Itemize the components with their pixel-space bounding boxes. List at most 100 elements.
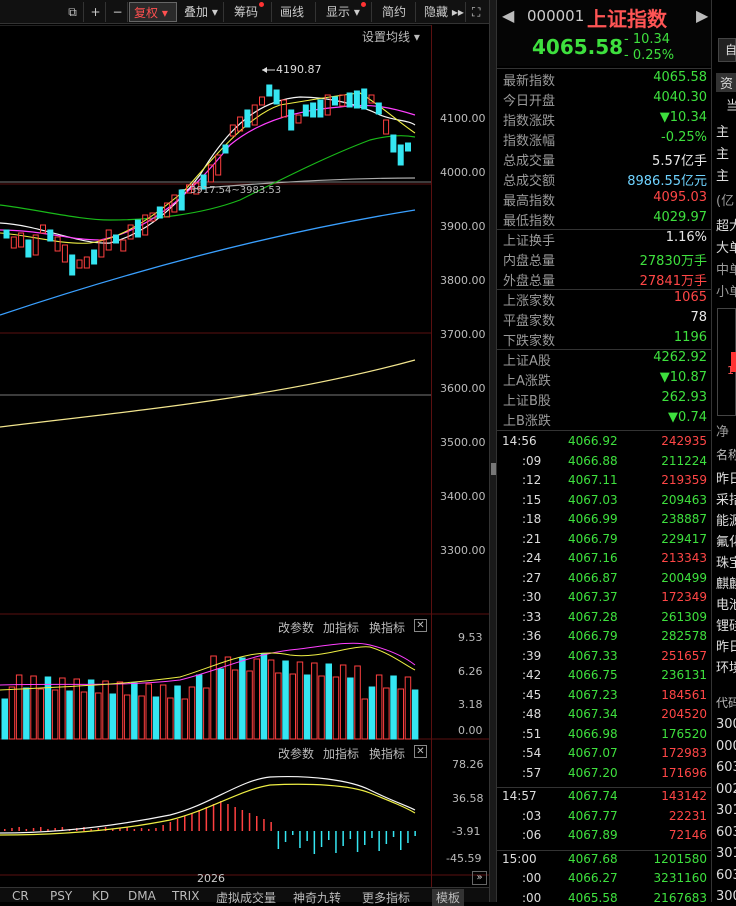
candle bbox=[251, 104, 258, 126]
sector-list-item[interactable]: 麒麟 bbox=[716, 577, 736, 592]
candle bbox=[266, 84, 273, 97]
macd-bar bbox=[335, 831, 337, 853]
tab-more-indicators[interactable]: 更多指标 bbox=[362, 891, 411, 905]
code-list-item[interactable]: 002 bbox=[716, 781, 736, 797]
stat-label: 总成交量 bbox=[503, 154, 556, 169]
macd-bar bbox=[356, 831, 359, 852]
macd-close-icon[interactable]: ✕ bbox=[414, 745, 427, 758]
candle bbox=[25, 239, 32, 258]
tab-kd[interactable]: KD bbox=[92, 889, 110, 903]
prev-stock-icon[interactable]: ◀ bbox=[502, 6, 515, 25]
self-select-button[interactable]: 自 bbox=[718, 38, 736, 62]
tick-time: :12 bbox=[522, 473, 542, 487]
next-stock-icon[interactable]: ▶ bbox=[696, 6, 709, 25]
vol-switch-indicator-button[interactable]: 换指标 bbox=[369, 621, 406, 635]
splitter[interactable] bbox=[489, 0, 497, 902]
toolbar-overlay[interactable]: 叠加 ▾ bbox=[180, 2, 224, 22]
tick-volume: 236131 bbox=[661, 668, 707, 682]
tab-psy[interactable]: PSY bbox=[50, 889, 73, 903]
stat-value: 27841万手 bbox=[639, 274, 707, 289]
toolbar-display[interactable]: 显示 ▾ bbox=[322, 2, 372, 22]
tick-volume: 171696 bbox=[661, 765, 707, 780]
sector-list-item[interactable]: 珠宝 bbox=[716, 556, 736, 571]
volume-bar bbox=[231, 669, 239, 740]
code-list-item[interactable]: 603 bbox=[716, 867, 736, 883]
vol-add-indicator-button[interactable]: 加指标 bbox=[323, 621, 360, 635]
candle bbox=[346, 92, 353, 108]
toolbar-draw-line[interactable]: 画线 bbox=[276, 2, 316, 22]
layout-icon[interactable]: ⧉ bbox=[62, 2, 84, 22]
tick-time: :24 bbox=[522, 551, 542, 565]
vol-close-icon[interactable]: ✕ bbox=[414, 619, 427, 632]
scroll-right-icon[interactable]: » bbox=[472, 871, 487, 885]
candle bbox=[361, 88, 368, 110]
candle bbox=[207, 164, 214, 183]
sector-list-item[interactable]: 环境 bbox=[716, 661, 736, 676]
macd-bar bbox=[112, 829, 114, 831]
ma-setting-button[interactable]: 设置均线 ▾ bbox=[362, 30, 420, 44]
macd-bar bbox=[47, 829, 49, 831]
candle bbox=[134, 219, 141, 238]
sector-list-item[interactable]: 采拮 bbox=[716, 493, 736, 508]
macd-add-indicator-button[interactable]: 加指标 bbox=[323, 747, 360, 761]
macd-bar bbox=[284, 831, 287, 842]
stat-value: 4040.30 bbox=[653, 90, 707, 105]
volume-bar bbox=[167, 697, 174, 740]
panel-tab-current[interactable]: 当 bbox=[726, 99, 736, 114]
sector-list-item[interactable]: 能源 bbox=[716, 514, 736, 529]
vol-modify-params-button[interactable]: 改参数 bbox=[278, 621, 315, 635]
tick-price: 4067.33 bbox=[568, 648, 618, 663]
toolbar-chips[interactable]: 筹码 bbox=[230, 2, 272, 22]
code-list-item[interactable]: 301 bbox=[716, 803, 736, 818]
macd-bar bbox=[342, 831, 344, 846]
macd-bar bbox=[119, 828, 121, 831]
macd-bar bbox=[299, 831, 301, 848]
tab-cr[interactable]: CR bbox=[12, 889, 29, 903]
tab-magic-nine[interactable]: 神奇九转 bbox=[293, 891, 342, 905]
macd-bar bbox=[306, 831, 308, 841]
macd-bar bbox=[407, 831, 409, 843]
sector-list-item[interactable]: 昨日 bbox=[716, 640, 736, 655]
code-list-item[interactable]: 300 bbox=[716, 717, 736, 732]
code-list-item[interactable]: 300 bbox=[716, 889, 736, 904]
candle bbox=[375, 102, 382, 115]
tab-template[interactable]: 模板 bbox=[432, 889, 465, 906]
code-list-item[interactable]: 000 bbox=[716, 738, 736, 754]
tab-dma[interactable]: DMA bbox=[128, 889, 156, 903]
candle bbox=[353, 90, 360, 109]
tick-price: 4067.28 bbox=[568, 609, 618, 624]
volume-bar bbox=[325, 663, 332, 740]
macd-modify-params-button[interactable]: 改参数 bbox=[278, 747, 315, 761]
vol-tick: 9.53 bbox=[458, 631, 483, 644]
sector-list-item[interactable]: 氟化 bbox=[716, 535, 736, 550]
candle bbox=[32, 234, 39, 256]
fullscreen-icon[interactable]: ⛶ bbox=[472, 5, 481, 19]
zoom-out-icon[interactable]: − bbox=[108, 2, 128, 22]
splitter-handle-icon[interactable] bbox=[491, 463, 496, 475]
sector-list-item[interactable]: 电池 bbox=[716, 598, 736, 613]
code-list-item[interactable]: 603 bbox=[716, 824, 736, 840]
zoom-in-icon[interactable]: + bbox=[86, 2, 106, 22]
sector-list-item[interactable]: 锂硅 bbox=[716, 619, 736, 634]
macd-switch-indicator-button[interactable]: 换指标 bbox=[369, 747, 406, 761]
tick-volume: 172349 bbox=[661, 590, 707, 604]
tab-trix[interactable]: TRIX bbox=[172, 889, 200, 903]
toolbar-hide[interactable]: 隐藏 ▸▸ bbox=[420, 2, 466, 22]
candle bbox=[47, 229, 54, 242]
stat-label: 上B涨跌 bbox=[503, 414, 551, 429]
volume-bar bbox=[383, 687, 390, 740]
volume-bar bbox=[411, 689, 419, 740]
range-annotation: 3917.54~3983.53 bbox=[190, 185, 282, 196]
candle bbox=[222, 144, 229, 154]
volume-bar bbox=[23, 687, 30, 740]
code-list-item[interactable]: 301 bbox=[716, 846, 736, 861]
macd-bar bbox=[162, 825, 164, 831]
sector-list-item[interactable]: 昨日 bbox=[716, 472, 736, 487]
panel-tab-funds[interactable]: 资 bbox=[716, 73, 736, 92]
volume-bar bbox=[339, 664, 347, 740]
toolbar-fuquan[interactable]: 复权 ▾ bbox=[129, 2, 177, 22]
toolbar-simple[interactable]: 简约 bbox=[378, 2, 416, 22]
tick-price: 4067.89 bbox=[568, 828, 618, 842]
code-list-item[interactable]: 603 bbox=[716, 760, 736, 775]
tab-virtual-volume[interactable]: 虚拟成交量 bbox=[216, 891, 277, 905]
